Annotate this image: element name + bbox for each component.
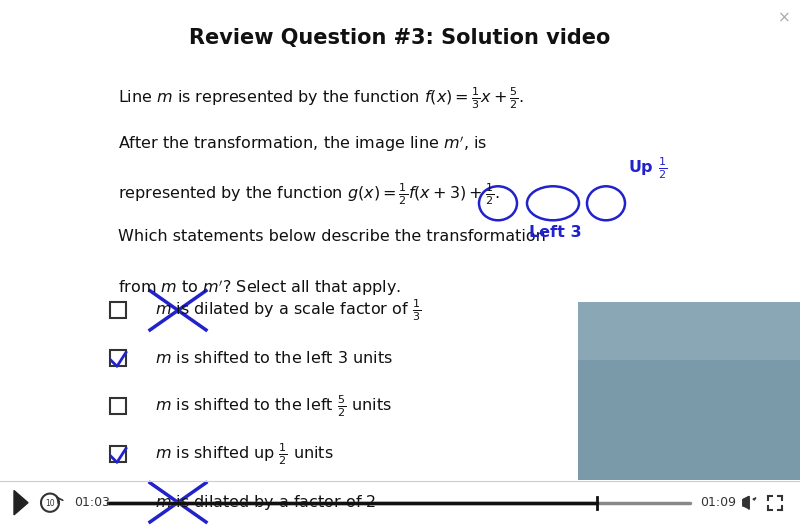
Text: $m$ is shifted up $\frac{1}{2}$ units: $m$ is shifted up $\frac{1}{2}$ units xyxy=(155,442,334,467)
Text: 10: 10 xyxy=(45,499,55,508)
Text: Left 3: Left 3 xyxy=(529,225,582,240)
Text: ×: × xyxy=(778,10,790,25)
Polygon shape xyxy=(14,490,28,515)
FancyBboxPatch shape xyxy=(578,302,800,360)
Text: $m$ is dilated by a scale factor of $\frac{1}{3}$: $m$ is dilated by a scale factor of $\fr… xyxy=(155,298,422,323)
FancyBboxPatch shape xyxy=(578,302,800,480)
Text: 01:09: 01:09 xyxy=(700,496,736,509)
Text: Line $m$ is represented by the function $f(x) = \frac{1}{3}x + \frac{5}{2}.$: Line $m$ is represented by the function … xyxy=(118,85,524,111)
Text: represented by the function $g(x) = \frac{1}{2}f(x+3)+\frac{1}{2}.$: represented by the function $g(x) = \fra… xyxy=(118,181,499,207)
Text: from $m$ to $m'$? Select all that apply.: from $m$ to $m'$? Select all that apply. xyxy=(118,277,401,298)
Text: After the transformation, the image line $m'$, is: After the transformation, the image line… xyxy=(118,133,487,154)
Text: $m$ is dilated by a factor of 2: $m$ is dilated by a factor of 2 xyxy=(155,493,376,512)
Text: Up $\frac{1}{2}$: Up $\frac{1}{2}$ xyxy=(628,155,667,181)
Text: Which statements below describe the transformation: Which statements below describe the tran… xyxy=(118,229,546,244)
Text: $m$ is shifted to the left $\frac{5}{2}$ units: $m$ is shifted to the left $\frac{5}{2}$… xyxy=(155,393,392,419)
Text: 01:03: 01:03 xyxy=(74,496,110,509)
Text: Review Question #3: Solution video: Review Question #3: Solution video xyxy=(190,27,610,48)
Text: $m$ is shifted to the left 3 units: $m$ is shifted to the left 3 units xyxy=(155,350,393,366)
Polygon shape xyxy=(743,497,749,509)
